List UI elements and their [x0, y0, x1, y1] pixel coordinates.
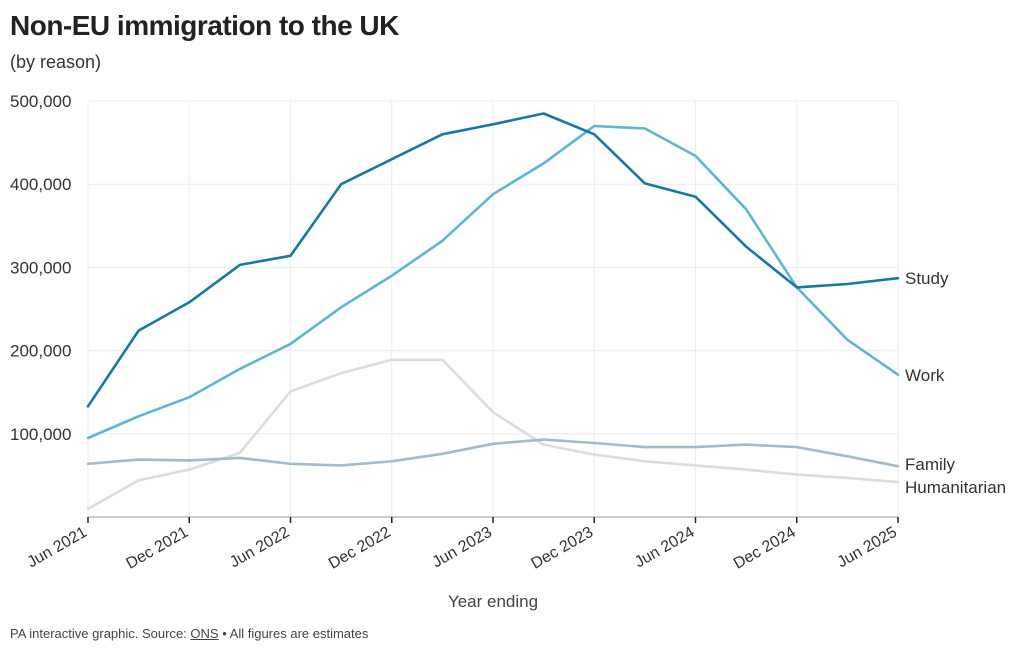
series-label-study: Study [905, 269, 949, 288]
series-labels: Study Work Family Humanitarian [905, 269, 1006, 497]
x-tick-label: Jun 2021 [24, 524, 90, 572]
source-link[interactable]: ONS [190, 626, 219, 641]
x-tick-label: Jun 2025 [834, 524, 900, 572]
series-line-study [86, 112, 900, 408]
x-tick-label: Jun 2022 [227, 524, 293, 572]
chart-title: Non-EU immigration to the UK [10, 10, 399, 41]
series-lines [86, 112, 900, 511]
x-tick-label: Dec 2022 [326, 524, 394, 573]
series-line-work [86, 124, 900, 440]
y-tick-label: 200,000 [10, 342, 71, 361]
x-tick-label: Dec 2024 [731, 524, 799, 573]
axes: 100,000 200,000 300,000 400,000 500,000 Jun 2… [10, 92, 900, 573]
footer-suffix: • All figures are estimates [218, 626, 369, 641]
x-axis-title: Year ending [448, 592, 538, 611]
series-label-work: Work [905, 366, 945, 385]
footer-prefix: PA interactive graphic. Source: [10, 626, 191, 641]
series-line-family [86, 438, 900, 468]
line-chart: 100,000 200,000 300,000 400,000 500,000 Jun 2… [10, 92, 1006, 611]
y-tick-label: 500,000 [10, 92, 71, 111]
series-label-family: Family [905, 455, 956, 474]
x-tick-label: Jun 2024 [632, 524, 698, 572]
x-tick-label: Dec 2021 [123, 524, 191, 573]
gridlines [87, 100, 899, 517]
y-tick-label: 100,000 [10, 425, 71, 444]
x-tick-label: Dec 2023 [528, 524, 596, 573]
y-tick-label: 400,000 [10, 175, 71, 194]
y-tick-label: 300,000 [10, 258, 71, 277]
x-tick-label: Jun 2023 [429, 524, 495, 572]
footer-note: PA interactive graphic. Source: ONS • Al… [10, 626, 368, 641]
series-label-humanitarian: Humanitarian [905, 478, 1006, 497]
chart-subtitle: (by reason) [10, 52, 102, 72]
